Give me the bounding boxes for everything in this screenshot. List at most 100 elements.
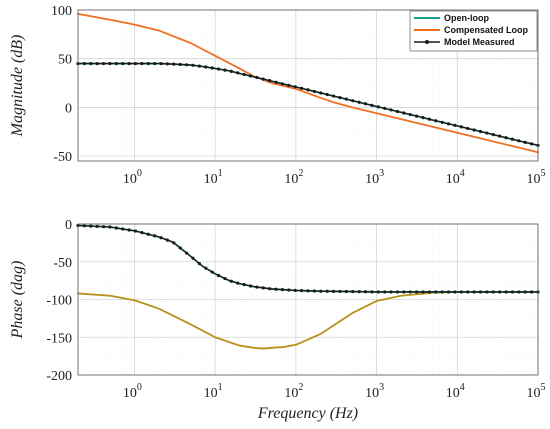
marker-model-measured bbox=[376, 290, 380, 294]
y-tick-label: 50 bbox=[58, 53, 72, 68]
marker-model-measured bbox=[504, 290, 508, 294]
marker-model-measured bbox=[159, 236, 163, 240]
marker-model-measured bbox=[504, 136, 508, 140]
marker-model-measured bbox=[248, 74, 253, 78]
marker-model-measured bbox=[300, 289, 304, 293]
marker-model-measured bbox=[325, 92, 329, 97]
marker-model-measured bbox=[268, 79, 272, 83]
marker-model-measured bbox=[389, 290, 393, 294]
marker-model-measured bbox=[357, 100, 361, 104]
magnitude-panel: -50 0 50 100 100 101 102 103 104 105 Magnitude (… bbox=[9, 4, 546, 187]
marker-model-measured bbox=[510, 290, 515, 294]
legend-label-compensated-loop: Compensated Loop bbox=[444, 25, 529, 35]
x-tick-label: 105 bbox=[527, 382, 546, 401]
marker-model-measured bbox=[261, 286, 265, 290]
marker-model-measured bbox=[376, 105, 380, 109]
series-line-compensated-loop bbox=[77, 291, 539, 350]
marker-model-measured bbox=[287, 83, 291, 87]
marker-model-measured bbox=[108, 225, 112, 229]
marker-model-measured bbox=[434, 290, 438, 294]
x-tick-label: 100 bbox=[123, 168, 142, 187]
marker-model-measured bbox=[408, 290, 412, 294]
marker-model-measured bbox=[319, 91, 323, 95]
marker-model-measured bbox=[331, 289, 336, 293]
marker-model-measured bbox=[478, 290, 483, 294]
marker-model-measured bbox=[453, 123, 457, 127]
legend-label-model-measured: Model Measured bbox=[444, 37, 515, 47]
marker-model-measured bbox=[280, 82, 285, 86]
marker-model-measured bbox=[440, 120, 444, 124]
marker-model-measured bbox=[421, 290, 425, 294]
marker-model-measured bbox=[344, 289, 348, 294]
marker-model-measured bbox=[306, 289, 310, 293]
marker-model-measured bbox=[114, 226, 118, 230]
x-tick-label: 102 bbox=[284, 168, 303, 187]
marker-model-measured bbox=[478, 129, 483, 134]
phase-series bbox=[76, 223, 540, 350]
marker-model-measured bbox=[485, 290, 489, 294]
phase-x-ticks: 100 101 102 103 104 105 bbox=[123, 382, 546, 401]
marker-model-measured bbox=[312, 289, 316, 293]
magnitude-frame bbox=[77, 9, 539, 162]
marker-model-measured bbox=[453, 290, 457, 294]
marker-model-measured bbox=[210, 66, 214, 70]
marker-model-measured bbox=[472, 128, 476, 132]
marker-model-measured bbox=[153, 234, 157, 238]
marker-model-measured bbox=[101, 225, 106, 229]
marker-model-measured bbox=[178, 246, 182, 250]
x-tick-label: 101 bbox=[204, 382, 223, 401]
y-tick-label: 0 bbox=[65, 218, 72, 233]
series-line-compensated-loop bbox=[77, 12, 539, 154]
marker-model-measured bbox=[370, 103, 374, 107]
marker-model-measured bbox=[472, 290, 476, 294]
marker-model-measured bbox=[434, 119, 438, 123]
y-tick-label: -50 bbox=[53, 256, 72, 271]
x-tick-label: 105 bbox=[527, 168, 546, 187]
marker-model-measured bbox=[498, 290, 502, 294]
marker-model-measured bbox=[191, 63, 195, 67]
marker-model-measured bbox=[223, 68, 227, 72]
marker-model-measured bbox=[485, 131, 489, 135]
marker-model-measured bbox=[165, 238, 170, 242]
marker-model-measured bbox=[466, 290, 470, 294]
y-tick-label: 0 bbox=[65, 101, 72, 116]
x-tick-label: 104 bbox=[446, 168, 465, 187]
marker-model-measured bbox=[440, 290, 444, 294]
legend-label-open-loop: Open-loop bbox=[444, 13, 489, 23]
magnitude-y-ticks: -50 0 50 100 bbox=[51, 4, 72, 165]
marker-model-measured bbox=[517, 290, 521, 294]
marker-model-measured bbox=[89, 224, 93, 228]
marker-model-measured bbox=[491, 290, 495, 294]
marker-model-measured bbox=[319, 289, 323, 293]
marker-model-measured bbox=[114, 61, 118, 66]
marker-model-measured bbox=[306, 88, 310, 92]
marker-model-measured bbox=[133, 61, 138, 66]
marker-model-measured bbox=[255, 285, 259, 289]
marker-model-measured bbox=[178, 62, 182, 67]
marker-model-measured bbox=[395, 290, 400, 294]
y-tick-label: -200 bbox=[46, 369, 72, 384]
marker-model-measured bbox=[127, 228, 131, 232]
marker-model-measured bbox=[108, 61, 112, 66]
marker-model-measured bbox=[415, 114, 419, 118]
marker-model-measured bbox=[530, 142, 534, 146]
marker-model-measured bbox=[172, 241, 176, 245]
marker-model-measured bbox=[82, 61, 86, 66]
marker-model-measured bbox=[402, 111, 406, 115]
marker-model-measured bbox=[268, 287, 272, 291]
marker-model-measured bbox=[255, 75, 259, 80]
marker-model-measured bbox=[236, 71, 240, 75]
marker-model-measured bbox=[146, 232, 150, 236]
phase-x-axis-title: Frequency (Hz) bbox=[257, 405, 358, 422]
marker-model-measured bbox=[197, 261, 201, 266]
marker-model-measured bbox=[312, 89, 316, 94]
x-tick-label: 101 bbox=[204, 168, 223, 187]
marker-model-measured bbox=[415, 290, 419, 294]
marker-model-measured bbox=[498, 134, 502, 138]
magnitude-series bbox=[76, 12, 540, 154]
marker-model-measured bbox=[466, 126, 470, 131]
marker-model-measured bbox=[351, 289, 355, 294]
marker-model-measured bbox=[140, 61, 144, 66]
marker-model-measured bbox=[395, 109, 400, 114]
marker-model-measured bbox=[383, 106, 387, 110]
